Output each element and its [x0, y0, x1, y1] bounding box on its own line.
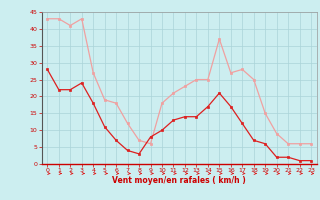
X-axis label: Vent moyen/en rafales ( km/h ): Vent moyen/en rafales ( km/h ): [112, 176, 246, 185]
